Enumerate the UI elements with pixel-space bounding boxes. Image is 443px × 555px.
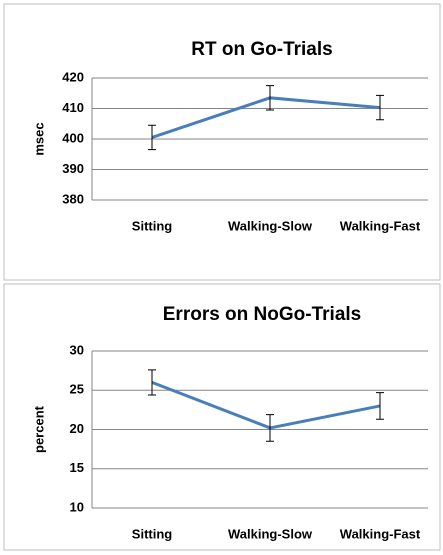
x-tick-label: Walking-Fast — [340, 218, 421, 233]
error-bar — [376, 94, 384, 121]
y-axis-label: msec — [31, 122, 46, 155]
x-tick-label: Walking-Slow — [228, 526, 313, 541]
y-tick-label: 420 — [62, 69, 84, 84]
y-tick-label: 400 — [62, 130, 84, 145]
x-tick-label: Walking-Slow — [228, 218, 313, 233]
y-tick-label: 20 — [70, 421, 84, 436]
panel — [3, 283, 441, 551]
error-bar — [148, 369, 156, 396]
y-axis-label: percent — [31, 405, 46, 453]
error-bar — [266, 414, 274, 442]
chart-title: Errors on NoGo-Trials — [163, 304, 361, 325]
y-tick-label: 15 — [70, 460, 84, 475]
x-tick-label: Sitting — [132, 218, 172, 233]
y-tick-label: 10 — [70, 499, 84, 514]
y-tick-label: 30 — [70, 342, 84, 357]
x-tick-label: Sitting — [132, 526, 172, 541]
y-tick-label: 410 — [62, 100, 84, 115]
chart-title: RT on Go-Trials — [191, 39, 332, 60]
error-bar — [376, 392, 384, 420]
x-tick-label: Walking-Fast — [340, 526, 421, 541]
y-tick-label: 380 — [62, 191, 84, 206]
error-bar — [148, 124, 156, 151]
y-tick-label: 25 — [70, 382, 84, 397]
panel — [3, 3, 441, 281]
error-bar — [266, 85, 274, 111]
y-tick-label: 390 — [62, 161, 84, 176]
